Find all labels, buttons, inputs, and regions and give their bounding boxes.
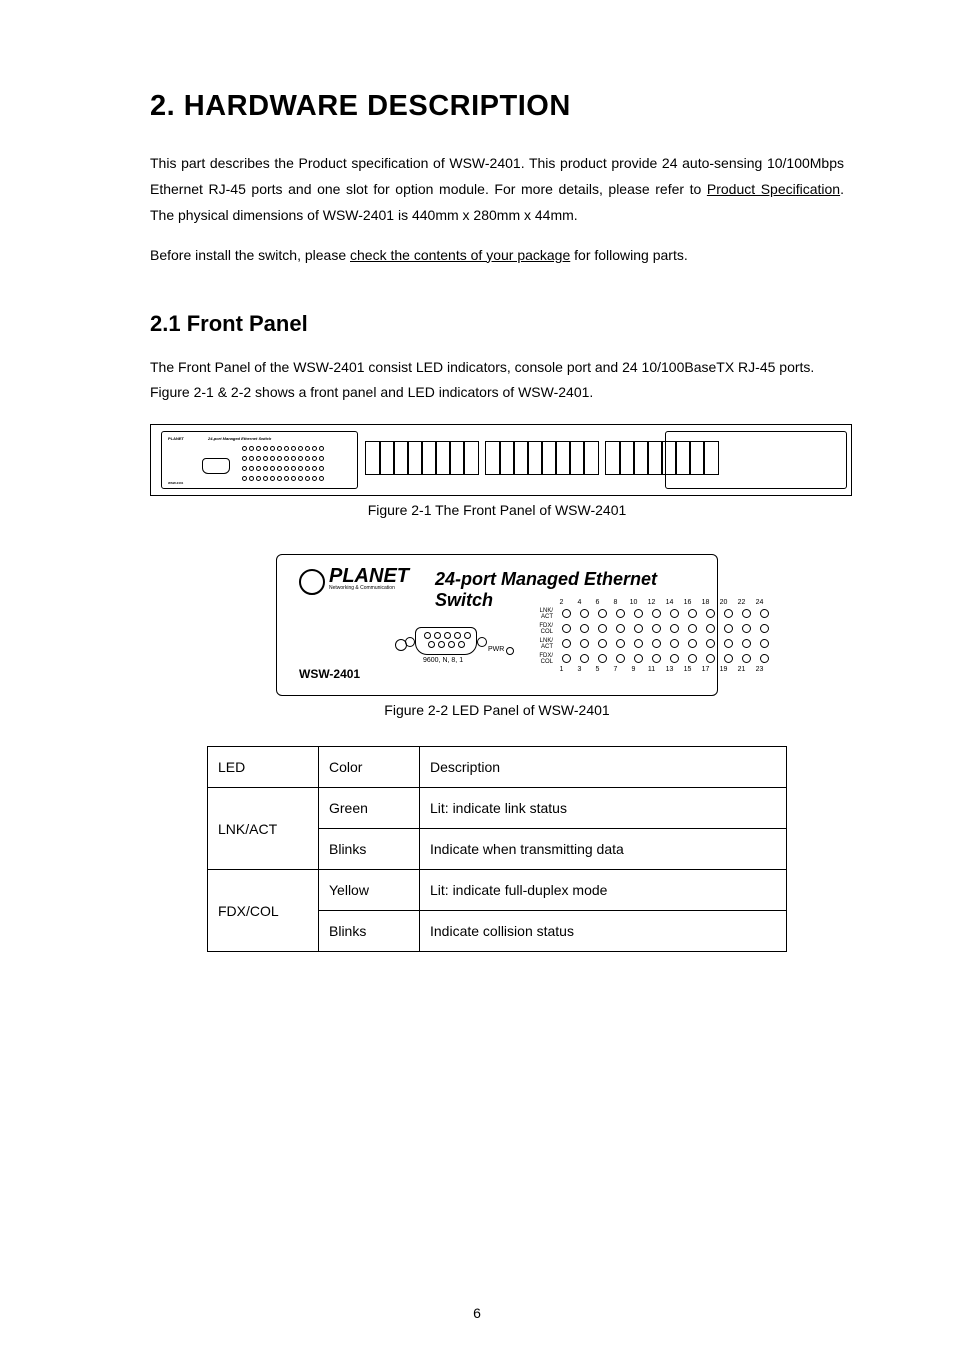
table-header-row: LED Color Description (208, 747, 787, 788)
brand-text: PLANET (329, 567, 409, 585)
db9-screw-icon (477, 637, 487, 647)
th-led: LED (208, 747, 319, 788)
pwr-label: PWR (488, 646, 504, 653)
globe-icon (299, 569, 325, 595)
page-number: 6 (0, 1305, 954, 1321)
mini-model: WSW-2401 (168, 481, 183, 485)
td-led: FDX/COL (208, 870, 319, 952)
product-spec-link[interactable]: Product Specification (707, 181, 840, 197)
mini-led-row-1 (242, 446, 324, 451)
db9-connector-icon (415, 627, 477, 655)
td-color: Yellow (319, 870, 420, 911)
unpack-text-2: for following parts. (570, 247, 688, 263)
td-desc: Lit: indicate full-duplex mode (420, 870, 787, 911)
port-group (486, 435, 598, 481)
figure-2-2-faceplate: PLANET Networking & Communication 24-por… (276, 554, 718, 696)
unpack-text-1: Before install the switch, please (150, 247, 350, 263)
figure-2-1-caption: Figure 2-1 The Front Panel of WSW-2401 (150, 502, 844, 518)
faceplate-model: WSW-2401 (299, 667, 360, 681)
mini-db9-icon (202, 458, 230, 474)
led-nums-bottom: 1357911131517192123 (557, 666, 769, 673)
check-package-link[interactable]: check the contents of your package (350, 247, 570, 263)
td-desc: Indicate when transmitting data (420, 829, 787, 870)
planet-logo: PLANET Networking & Communication (299, 567, 409, 593)
chapter-title: 2. HARDWARE DESCRIPTION (150, 90, 844, 123)
led-matrix: 24681012141618202224 LNK/ ACT FDX/ COL L… (535, 599, 769, 673)
mini-led-row-3 (242, 466, 324, 471)
intro-paragraph: This part describes the Product specific… (150, 151, 844, 229)
pwr-led-icon (506, 647, 514, 655)
port-group (366, 435, 478, 481)
figure-2-1: PLANET 24-port Managed Ethernet Switch W… (150, 424, 852, 496)
td-led: LNK/ACT (208, 788, 319, 870)
td-color: Blinks (319, 829, 420, 870)
unpack-paragraph: Before install the switch, please check … (150, 243, 844, 269)
led-description-table: LED Color Description LNK/ACT Green Lit:… (207, 746, 787, 952)
th-desc: Description (420, 747, 787, 788)
module-slot-outline (665, 431, 847, 489)
table-row: LNK/ACT Green Lit: indicate link status (208, 788, 787, 829)
figure-2-2-caption: Figure 2-2 LED Panel of WSW-2401 (150, 702, 844, 718)
front-panel-heading: 2.1 Front Panel (150, 311, 844, 337)
db9-screw-icon (405, 637, 415, 647)
td-color: Blinks (319, 911, 420, 952)
mini-faceplate: PLANET 24-port Managed Ethernet Switch W… (161, 431, 358, 489)
mini-title: 24-port Managed Ethernet Switch (208, 436, 271, 441)
mini-brand: PLANET (168, 436, 184, 441)
td-color: Green (319, 788, 420, 829)
led-nums-top: 24681012141618202224 (557, 599, 769, 606)
mini-led-row-4 (242, 476, 324, 481)
db9-caption: 9600, N, 8, 1 (423, 657, 463, 664)
td-desc: Indicate collision status (420, 911, 787, 952)
td-desc: Lit: indicate link status (420, 788, 787, 829)
front-panel-paragraph: The Front Panel of the WSW-2401 consist … (150, 355, 844, 407)
th-color: Color (319, 747, 420, 788)
mini-led-row-2 (242, 456, 324, 461)
table-row: FDX/COL Yellow Lit: indicate full-duplex… (208, 870, 787, 911)
